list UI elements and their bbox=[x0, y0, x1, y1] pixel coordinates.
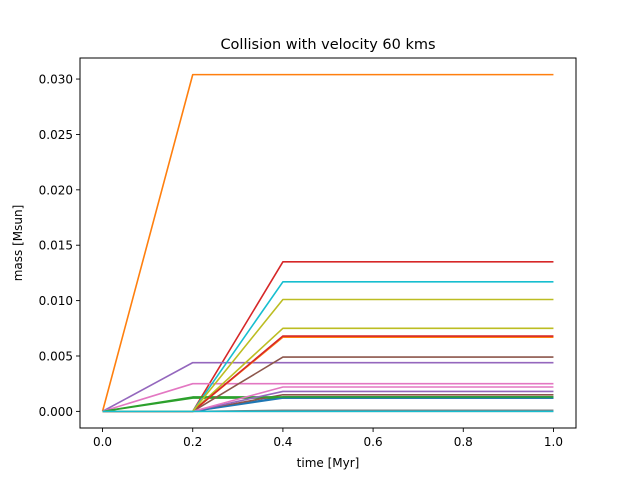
series-layer bbox=[101, 73, 554, 413]
y-tick-label: 0.010 bbox=[39, 294, 73, 308]
x-tick-label: 1.0 bbox=[544, 435, 563, 449]
series-line-2 bbox=[101, 73, 554, 412]
y-axis-label: mass [Msun] bbox=[11, 205, 25, 282]
y-tick-label: 0.000 bbox=[39, 405, 73, 419]
plot-frame bbox=[79, 57, 577, 429]
plot-area: 0.0 0.2 0.4 0.6 0.8 1.0 0.0000.0050.0100.0150… bbox=[39, 57, 577, 449]
x-tick-label: 0.2 bbox=[183, 435, 202, 449]
y-tick-label: 0.005 bbox=[39, 349, 73, 363]
y-tick-label: 0.015 bbox=[39, 239, 73, 253]
y-tick-label: 0.030 bbox=[39, 73, 73, 87]
y-tick-label: 0.020 bbox=[39, 183, 73, 197]
series-line-13 bbox=[102, 396, 554, 413]
x-tick-label: 0.4 bbox=[273, 435, 292, 449]
x-tick-label: 0.0 bbox=[93, 435, 112, 449]
y-axis: 0.000 0.005 0.010 0.015 0.020 0.025 0.030 bbox=[39, 73, 80, 419]
y-tick-label: 0.025 bbox=[39, 128, 73, 142]
series-line-5 bbox=[102, 361, 554, 413]
x-tick-label: 0.6 bbox=[364, 435, 383, 449]
x-axis-label: time [Myr] bbox=[297, 456, 360, 470]
x-axis: 0.0 0.2 0.4 0.6 0.8 1.0 bbox=[93, 428, 563, 449]
chart-title: Collision with velocity 60 kms bbox=[220, 37, 435, 53]
x-tick-label: 0.8 bbox=[454, 435, 473, 449]
